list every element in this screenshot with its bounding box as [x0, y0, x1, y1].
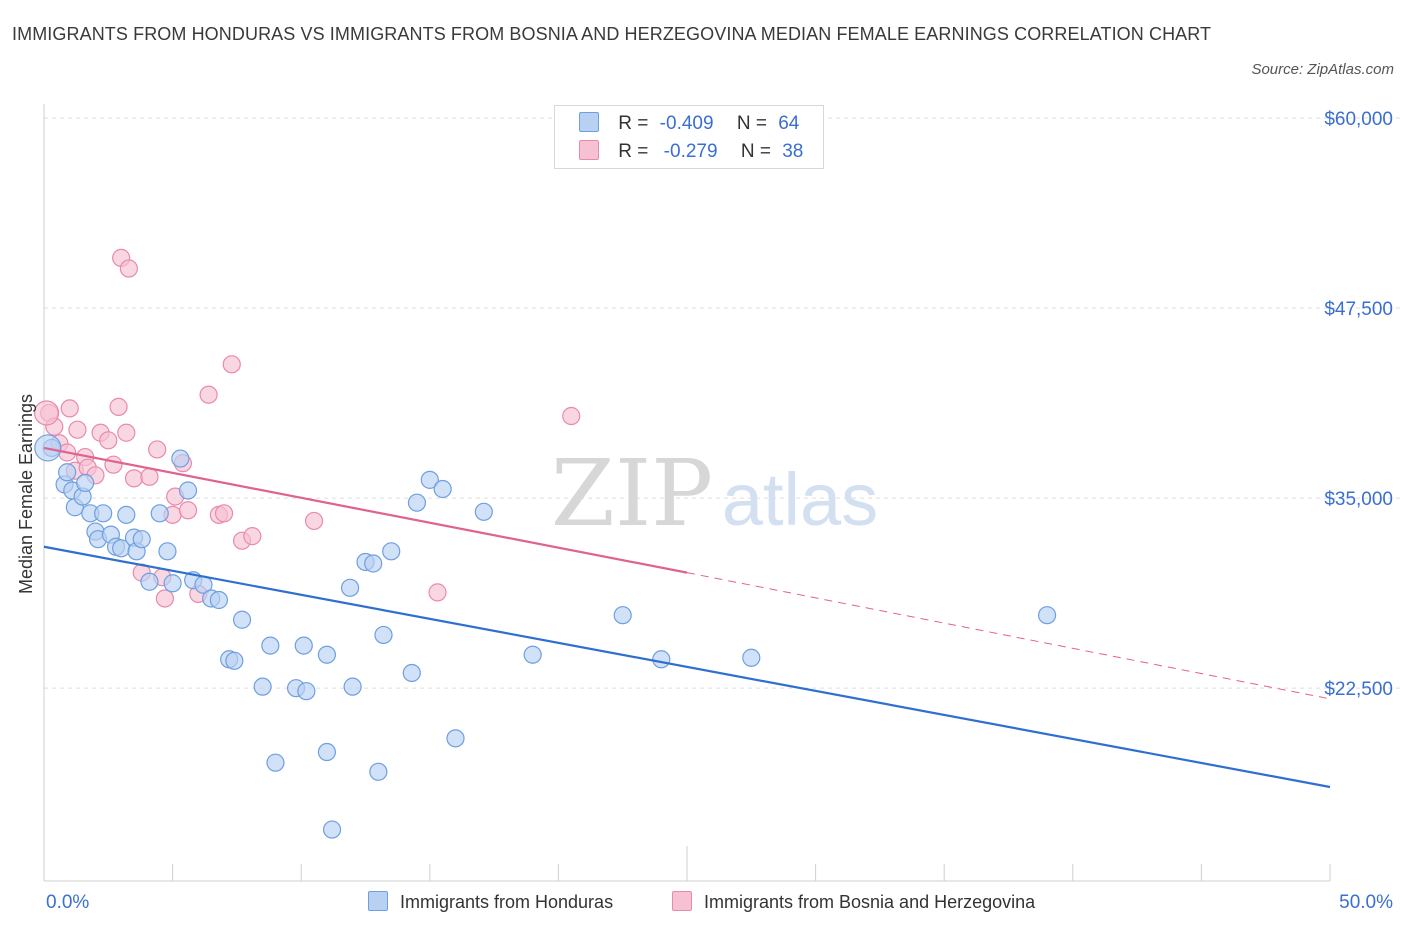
- series-honduras-points: [34, 434, 1057, 839]
- honduras-point: [742, 648, 761, 667]
- honduras-point: [407, 493, 427, 512]
- bosnia-point: [304, 511, 324, 531]
- honduras-point: [163, 574, 182, 593]
- honduras-swatch: [368, 891, 388, 911]
- bosnia-point: [214, 504, 234, 523]
- honduras-point: [343, 677, 362, 696]
- honduras-point: [317, 742, 337, 762]
- bosnia-point: [562, 406, 581, 426]
- r-value: -0.409: [659, 113, 714, 134]
- bosnia-point: [68, 420, 87, 439]
- honduras-point: [158, 542, 177, 561]
- bosnia-swatch: [672, 891, 692, 911]
- bosnia-point: [140, 467, 159, 486]
- bosnia-point: [148, 440, 167, 459]
- honduras-point: [1037, 606, 1057, 625]
- honduras-point: [261, 636, 280, 655]
- stats-legend: R = -0.409 N = 64 R = -0.279 N = 38: [554, 105, 824, 169]
- n-label: N =: [736, 113, 767, 134]
- stats-row-bosnia: R = -0.279 N = 38: [579, 140, 803, 164]
- grid-lines: [44, 117, 1400, 689]
- honduras-point: [209, 590, 228, 610]
- bosnia-point: [119, 259, 138, 278]
- honduras-point: [523, 645, 542, 664]
- honduras-point: [369, 762, 388, 781]
- y-tick-label: $22,500: [1324, 679, 1393, 700]
- honduras-point: [340, 578, 360, 597]
- r-value: -0.279: [663, 141, 718, 162]
- r-label: R =: [618, 141, 649, 162]
- y-tick-label: $47,500: [1324, 299, 1393, 320]
- bosnia-point: [428, 583, 447, 602]
- axes: [43, 104, 1331, 882]
- honduras-point: [402, 663, 421, 683]
- bosnia-trend-line-extrapolated: [686, 572, 1331, 700]
- r-label: R =: [618, 113, 649, 134]
- honduras-point: [140, 572, 159, 591]
- honduras-point: [171, 449, 190, 468]
- honduras-point: [297, 682, 316, 701]
- honduras-point: [420, 470, 439, 489]
- bosnia-point: [104, 455, 123, 474]
- bosnia-point: [60, 399, 79, 418]
- n-value: 38: [782, 141, 804, 162]
- n-label: N =: [740, 141, 771, 162]
- bosnia-point: [117, 423, 136, 442]
- honduras-point: [76, 473, 95, 493]
- bosnia-point: [199, 385, 218, 404]
- n-value: 64: [778, 113, 800, 134]
- honduras-point: [613, 606, 632, 625]
- honduras-point: [266, 753, 285, 772]
- legend-item-honduras[interactable]: Immigrants from Honduras: [368, 890, 613, 914]
- honduras-point: [382, 542, 401, 561]
- honduras-point: [94, 504, 113, 523]
- honduras-point: [652, 650, 671, 669]
- honduras-point: [374, 625, 393, 645]
- bosnia-swatch: [579, 140, 599, 160]
- bosnia-point: [222, 355, 241, 374]
- honduras-point: [433, 479, 452, 499]
- honduras-point: [117, 505, 136, 524]
- legend-label-honduras: Immigrants from Honduras: [400, 892, 614, 912]
- chart-source: Source: ZipAtlas.com: [1251, 61, 1394, 78]
- tick-labels: $22,500 $35,000 $47,500 $60,000 0.0% 50.0%: [46, 109, 1393, 913]
- honduras-trend-line: [43, 545, 1331, 789]
- honduras-point: [317, 645, 337, 664]
- honduras-point: [474, 502, 493, 521]
- honduras-point: [294, 636, 313, 655]
- honduras-point: [446, 729, 465, 748]
- bosnia-point: [155, 589, 174, 608]
- stats-row-honduras: R = -0.409 N = 64: [579, 112, 799, 136]
- honduras-point: [225, 651, 244, 670]
- honduras-point: [364, 554, 383, 573]
- legend-item-bosnia[interactable]: Immigrants from Bosnia and Herzegovina: [672, 890, 1035, 914]
- x-tick-label: 0.0%: [46, 892, 89, 913]
- watermark-zip: ZIP: [551, 440, 713, 547]
- y-tick-label: $60,000: [1324, 109, 1393, 130]
- honduras-point: [150, 504, 169, 523]
- chart-title: IMMIGRANTS FROM HONDURAS VS IMMIGRANTS F…: [12, 24, 1212, 44]
- bosnia-point: [99, 431, 118, 450]
- trend-lines: [43, 446, 1331, 789]
- series-legend: Immigrants from Honduras Immigrants from…: [0, 890, 1406, 916]
- bosnia-point: [33, 400, 60, 426]
- honduras-point: [253, 677, 272, 696]
- honduras-point: [322, 820, 342, 839]
- bosnia-point: [109, 397, 128, 416]
- honduras-point: [58, 463, 77, 482]
- honduras-swatch: [579, 112, 599, 132]
- watermark-atlas: atlas: [722, 458, 878, 541]
- legend-label-bosnia: Immigrants from Bosnia and Herzegovina: [704, 892, 1036, 912]
- bosnia-point: [178, 501, 198, 520]
- honduras-point: [232, 610, 252, 629]
- x-tick-label: 50.0%: [1339, 892, 1393, 913]
- y-tick-label: $35,000: [1324, 489, 1393, 510]
- y-axis-label: Median Female Earnings: [16, 394, 36, 594]
- honduras-point: [178, 481, 198, 500]
- bosnia-trend-line: [43, 446, 688, 574]
- bosnia-point: [243, 527, 262, 546]
- honduras-point: [132, 530, 151, 549]
- bosnia-point: [124, 469, 144, 488]
